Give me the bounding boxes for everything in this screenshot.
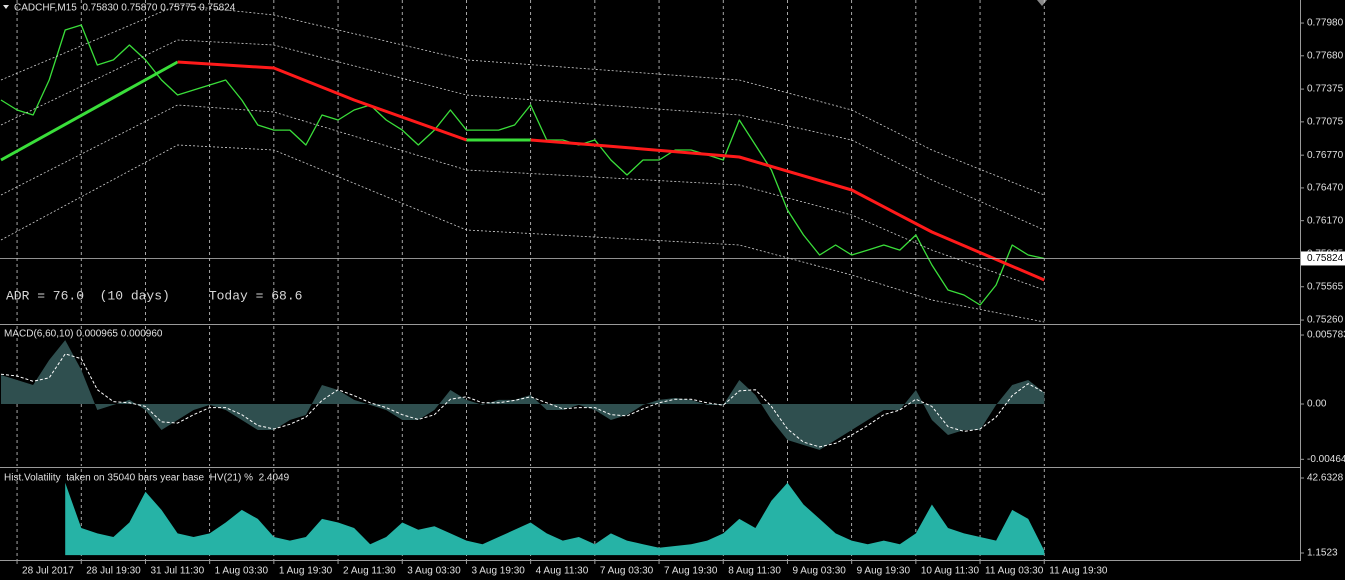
x-tick-label: 1 Aug 19:30	[279, 566, 333, 577]
y-tick-label: -0.00464	[1307, 454, 1345, 465]
y-tick-label: 0.77075	[1307, 117, 1344, 128]
series-area	[1, 340, 1045, 450]
x-tick-label: 31 Jul 11:30	[150, 566, 204, 577]
y-tick-label: 0.76770	[1307, 150, 1344, 161]
symbol-menu-arrow[interactable]	[3, 5, 9, 9]
x-tick-label: 9 Aug 19:30	[857, 566, 911, 577]
x-tick-label: 28 Jul 2017	[22, 566, 74, 577]
y-tick-label: 1.1523	[1307, 548, 1338, 559]
y-tick-label: 42.6328	[1307, 473, 1344, 484]
macd-title: MACD(6,60,10) 0.000965 0.000960	[4, 329, 163, 340]
series-line	[0, 4, 1045, 196]
chart-title: CADCHF,M15 0.75830 0.75870 0.75775 0.758…	[14, 3, 236, 14]
x-tick-label: 8 Aug 11:30	[728, 566, 781, 577]
x-tick-label: 1 Aug 03:30	[215, 566, 269, 577]
panel	[0, 326, 1045, 466]
series-line	[0, 353, 1045, 448]
panel	[0, 0, 1300, 323]
x-tick-label: 28 Jul 19:30	[86, 566, 141, 577]
y-tick-label: 0.77680	[1307, 50, 1344, 61]
panel	[16, 469, 1045, 560]
series-line	[0, 144, 1045, 323]
x-tick-label: 2 Aug 11:30	[343, 566, 396, 577]
last-price-label: 0.75824	[1307, 253, 1344, 264]
series-line	[0, 60, 179, 162]
x-tick-label: 3 Aug 03:30	[407, 566, 461, 577]
y-tick-label: 0.77980	[1307, 18, 1344, 29]
last-price-box	[1301, 251, 1345, 266]
series-line	[0, 39, 1045, 231]
series-line	[0, 24, 1045, 306]
y-tick-label: 0.75565	[1307, 281, 1344, 292]
volatility-title: Hist.Volatility taken on 35040 bars year…	[4, 473, 290, 484]
x-tick-label: 7 Aug 03:30	[600, 566, 654, 577]
y-tick-label: 0.00	[1307, 399, 1327, 410]
y-tick-label: 0.005783	[1307, 330, 1345, 341]
x-tick-label: 4 Aug 11:30	[536, 566, 589, 577]
plot-layer	[0, 0, 1300, 560]
series-line	[177, 60, 468, 142]
y-tick-label: 0.75260	[1307, 315, 1344, 326]
series-line	[0, 104, 1045, 291]
series-area	[65, 482, 1045, 556]
adr-annotation: ADR = 76.0 (10 days) Today = 68.6	[6, 288, 302, 303]
y-tick-label: 0.76470	[1307, 183, 1344, 194]
x-tick-label: 10 Aug 11:30	[921, 566, 980, 577]
y-tick-label: 0.76170	[1307, 215, 1344, 226]
x-tick-label: 9 Aug 03:30	[792, 566, 846, 577]
y-tick-label: 0.77375	[1307, 84, 1344, 95]
x-tick-label: 3 Aug 19:30	[471, 566, 525, 577]
x-tick-label: 7 Aug 19:30	[664, 566, 718, 577]
series-line	[530, 138, 1045, 282]
x-tick-label: 11 Aug 19:30	[1049, 566, 1108, 577]
x-tick-label: 11 Aug 03:30	[985, 566, 1044, 577]
